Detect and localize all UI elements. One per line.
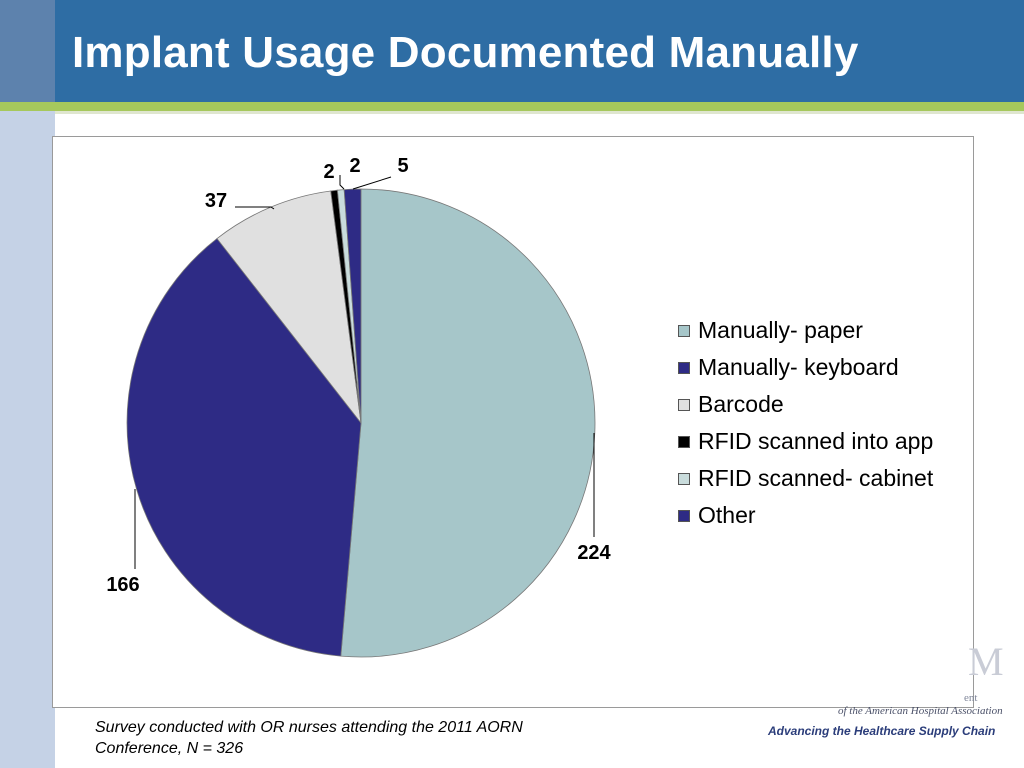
title-underline-shadow [55, 111, 1024, 114]
leader-line-barcode [235, 206, 275, 210]
pie-chart: 224 166 37 2 2 5 [106, 155, 612, 658]
logo-mark: M [968, 639, 1004, 684]
left-accent-bar [0, 0, 55, 768]
survey-footnote: Survey conducted with OR nurses attendin… [95, 717, 595, 759]
legend-label-rfid-scanned-cabinet: RFID scanned- cabinet [698, 465, 934, 491]
left-accent-bar-top [0, 0, 55, 103]
data-label-manually-keyboard: 166 [106, 574, 139, 596]
legend-label-other: Other [698, 502, 756, 528]
legend-label-barcode: Barcode [698, 391, 784, 417]
title-bar [55, 0, 1024, 102]
legend-label-rfid-scanned-into-app: RFID scanned into app [698, 428, 934, 454]
legend-swatch-barcode [678, 399, 690, 411]
legend-swatch-rfid-scanned-cabinet [678, 473, 690, 485]
logo-partial-text: ent [964, 692, 978, 704]
logo-association-text: of the American Hospital Association [838, 705, 1003, 717]
pie-slice-other [343, 188, 362, 424]
footnote-line-1: Survey conducted with OR nurses attendin… [95, 719, 523, 736]
data-label-manually-paper: 224 [577, 542, 611, 564]
legend-label-manually-keyboard: Manually- keyboard [698, 354, 899, 380]
data-label-rfid-scanned-cabinet: 2 [349, 155, 360, 177]
legend-label-manually-paper: Manually- paper [698, 317, 863, 343]
pie-slice-manually-keyboard [126, 237, 362, 657]
title-underline [0, 102, 1024, 111]
legend-swatch-manually-paper [678, 325, 690, 337]
logo-tagline: Advancing the Healthcare Supply Chain [768, 724, 996, 738]
data-label-barcode: 37 [205, 190, 227, 212]
legend-swatch-manually-keyboard [678, 362, 690, 374]
pie-slice-manually-paper [340, 188, 596, 658]
footnote-line-2: Conference, N = 326 [95, 740, 244, 757]
leader-line-other [352, 176, 392, 190]
legend-swatch-rfid-scanned-into-app [678, 436, 690, 448]
chart-area: 224 166 37 2 2 5 Manually- paper Manually- key… [52, 136, 974, 708]
data-label-other: 5 [397, 155, 408, 177]
leader-line-rfid-scanned-cabinet [339, 175, 345, 190]
data-label-rfid-scanned-into-app: 2 [323, 161, 334, 183]
slide-title: Implant Usage Documented Manually [72, 28, 859, 77]
legend-swatch-other [678, 510, 690, 522]
